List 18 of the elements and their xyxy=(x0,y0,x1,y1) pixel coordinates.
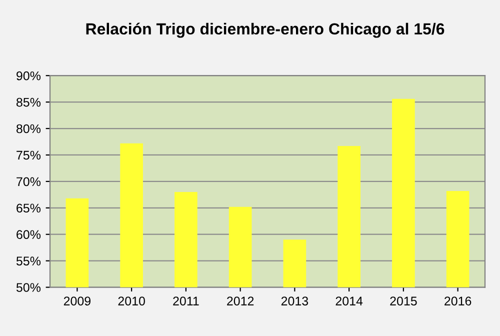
x-tick-label: 2010 xyxy=(118,296,145,306)
chart-title: Relación Trigo diciembre-enero Chicago al 15/6 xyxy=(86,22,444,38)
y-tick-label: 65% xyxy=(16,204,41,213)
y-tick-label: 85% xyxy=(16,98,41,107)
y-tick-label: 90% xyxy=(16,71,41,80)
x-tick-label: 2016 xyxy=(444,296,472,306)
y-tick-label: 55% xyxy=(16,256,41,266)
x-tick-label: 2012 xyxy=(227,296,254,306)
y-tick-label: 70% xyxy=(16,177,41,186)
y-tick-label: 80% xyxy=(16,124,41,134)
x-tick-label: 2013 xyxy=(281,296,308,306)
y-tick-label: 60% xyxy=(16,230,41,240)
y-tick-label: 75% xyxy=(16,150,41,160)
x-tick-label: 2009 xyxy=(64,296,90,306)
x-tick-label: 2011 xyxy=(173,296,199,306)
y-tick-label: 50% xyxy=(16,283,41,292)
x-tick-label: 2014 xyxy=(336,296,363,306)
x-tick-label: 2015 xyxy=(390,296,417,306)
